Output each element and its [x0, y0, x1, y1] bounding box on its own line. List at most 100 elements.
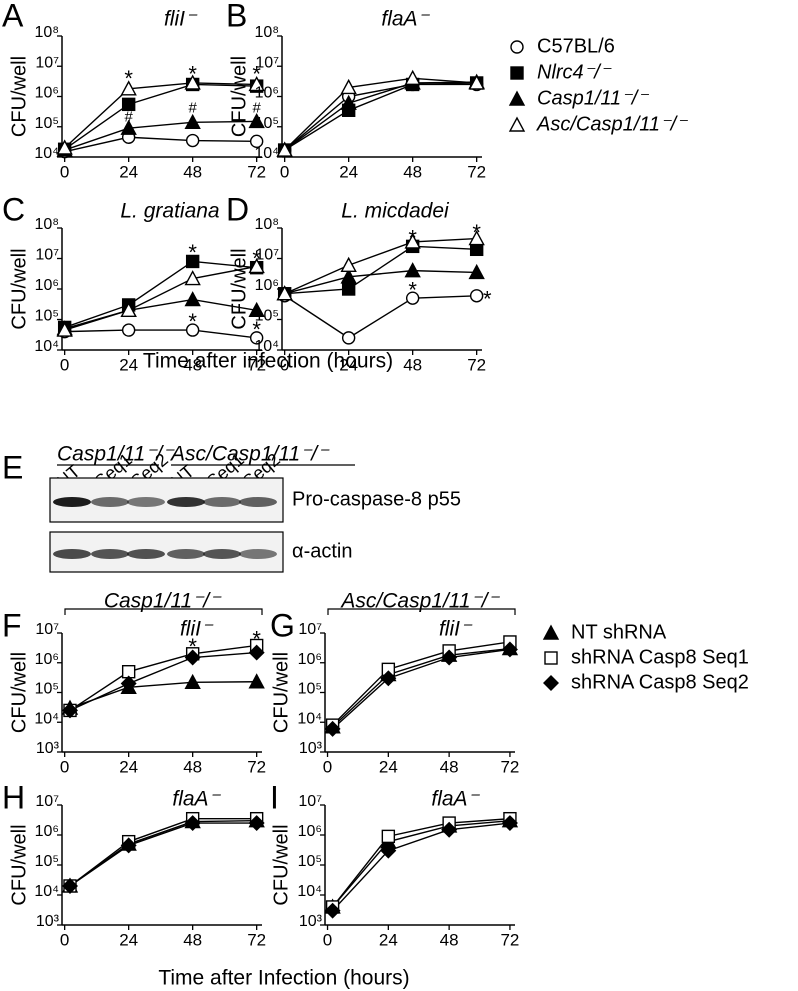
panel-letter: I: [270, 779, 279, 815]
x-tick-label: 0: [323, 757, 332, 776]
x-tick-label: 48: [183, 757, 202, 776]
marker: [380, 670, 397, 687]
chart-title: fliI⁻: [180, 618, 214, 641]
annotation: *: [408, 226, 417, 251]
series-line: [332, 819, 510, 908]
x-tick-label: 72: [500, 757, 519, 776]
blot-band: [53, 497, 91, 507]
y-axis-label: CFU/well: [228, 56, 250, 137]
y-tick-label: 10⁶: [255, 277, 279, 294]
marker: [543, 675, 559, 691]
y-tick-label: 10⁵: [35, 115, 59, 132]
annotation: *: [188, 309, 197, 334]
chart-title: L. gratiana: [120, 200, 219, 223]
marker: [324, 902, 341, 919]
marker: [248, 75, 265, 92]
y-tick-label: 10⁸: [254, 216, 279, 233]
x-tick-label: 24: [119, 757, 138, 776]
marker: [340, 78, 357, 95]
y-axis-label: CFU/well: [8, 652, 30, 733]
marker: [248, 301, 265, 318]
annotation: *: [252, 627, 261, 652]
blot-band: [239, 549, 277, 559]
marker: [276, 141, 293, 157]
y-tick-label: 10⁴: [254, 145, 279, 162]
series-line: [69, 822, 257, 887]
marker: [120, 675, 137, 692]
legend-label: C57BL/6: [537, 35, 615, 57]
series-line: [284, 81, 477, 151]
marker: [324, 720, 341, 737]
marker: [184, 815, 201, 832]
y-tick-label: 10⁷: [255, 247, 279, 264]
marker: [184, 291, 201, 307]
legend-label: shRNA Casp8 Seq2: [571, 671, 749, 693]
marker: [508, 90, 526, 106]
annotation: #: [188, 100, 197, 117]
y-axis-label: CFU/well: [270, 824, 292, 905]
blot-band: [239, 497, 277, 507]
marker: [121, 323, 136, 337]
y-tick-label: 10⁵: [255, 308, 279, 325]
marker: [404, 233, 421, 249]
marker: [542, 624, 560, 640]
series-line: [69, 681, 257, 709]
y-tick-label: 10⁶: [35, 85, 59, 102]
legend-label: Casp1/11⁻/⁻: [537, 87, 649, 109]
y-tick-label: 10⁵: [298, 853, 322, 870]
marker: [544, 651, 558, 665]
blot-band: [91, 497, 129, 507]
y-tick-label: 10⁴: [254, 338, 279, 355]
marker: [405, 291, 420, 305]
annotation: #: [124, 109, 133, 126]
chart-title: flaA⁻: [172, 788, 221, 811]
x-axis-label: Time after Infection (hours): [158, 967, 409, 990]
y-tick-label: 10⁷: [298, 793, 322, 810]
marker: [120, 119, 137, 135]
marker: [501, 641, 518, 658]
marker: [469, 289, 484, 303]
series-line: [332, 641, 511, 726]
blot-band: [167, 497, 205, 507]
y-tick-label: 10⁷: [35, 621, 59, 638]
marker: [121, 97, 136, 112]
x-tick-label: 24: [339, 162, 358, 181]
marker: [185, 254, 200, 269]
x-tick-label: 0: [323, 930, 332, 949]
x-tick-label: 24: [379, 930, 398, 949]
series-line: [64, 329, 257, 339]
x-tick-label: 48: [183, 355, 202, 374]
group-bracket: [64, 608, 263, 615]
marker: [404, 262, 421, 278]
annotation: *: [252, 246, 261, 271]
x-tick-label: 24: [119, 930, 138, 949]
chart-title: fliI⁻: [439, 618, 473, 641]
x-tick-label: 48: [403, 162, 422, 181]
y-tick-label: 10³: [299, 740, 323, 757]
x-tick-label: 24: [379, 757, 398, 776]
series-line: [284, 237, 477, 295]
legend-label: Nlrc4⁻/⁻: [537, 61, 612, 83]
group-label: Casp1/11⁻/⁻: [57, 443, 175, 466]
row-label: Pro-caspase-8 p55: [292, 488, 461, 510]
panel-letter: F: [2, 607, 22, 643]
x-tick-label: 24: [339, 355, 358, 374]
marker: [248, 673, 265, 689]
y-tick-label: 10⁷: [35, 54, 59, 71]
annotation: *: [483, 287, 492, 312]
y-tick-label: 10⁵: [255, 115, 279, 132]
marker: [341, 282, 356, 296]
series-line: [64, 136, 257, 153]
annotation: *: [252, 317, 261, 342]
chart-title: fliI⁻: [164, 8, 198, 31]
y-tick-label: 10⁵: [35, 681, 59, 698]
marker: [468, 74, 485, 90]
marker: [184, 649, 201, 666]
series-line: [69, 817, 257, 887]
x-tick-label: 48: [183, 930, 202, 949]
series-line: [64, 120, 257, 151]
annotation: *: [188, 634, 197, 659]
annotation: #: [252, 100, 261, 117]
y-tick-label: 10⁴: [297, 710, 322, 727]
y-tick-label: 10⁸: [34, 24, 59, 41]
